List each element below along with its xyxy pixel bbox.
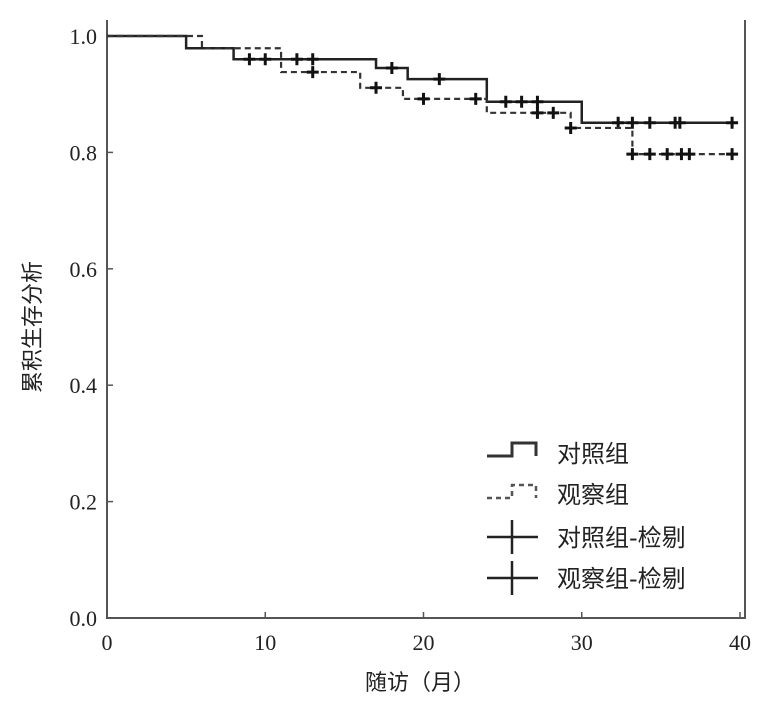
y-tick-label: 1.0 [70,24,98,49]
control-censor-mark [643,116,656,129]
legend-solid-line-icon [487,441,538,458]
observation-censor-mark [547,106,560,119]
control-censor-mark [612,116,625,129]
legend-dashed-line-icon [487,483,538,500]
observation-survival-curve [107,34,733,156]
observation-censor-mark [643,148,656,161]
control-censor-mark [433,73,446,86]
observation-censor-mark [469,92,482,105]
observation-censor-mark [370,81,383,94]
axis-frame [106,20,746,619]
observation-censor-mark [726,148,739,161]
legend-censor-cross-icon [487,520,538,554]
y-axis-label: 累积生存分析 [21,261,46,393]
observation-censor-mark [626,148,639,161]
control-censor-mark [243,53,256,66]
legend: 对照组 观察组 对照组-检剔 观察组-检剔 [487,440,686,595]
legend-censor-cross-icon [487,561,538,595]
control-censor-mark [385,62,398,75]
legend-label-observation: 观察组 [557,481,629,509]
axes: 0 10 20 30 40 0.0 0.2 0.4 0.6 0.8 1.0 [70,20,751,655]
control-censor-mark [531,95,544,108]
legend-label-control: 对照组 [557,440,629,468]
y-tick-label: 0.2 [70,490,98,515]
observation-censor-mark [417,92,430,105]
observation-censor-mark [531,106,544,119]
control-censor-mark [306,53,319,66]
control-censor-mark [259,53,272,66]
observation-censor-mark [564,121,577,134]
control-censor-mark [290,53,303,66]
control-survival-curve [107,34,733,124]
control-censor-mark [499,95,512,108]
control-censor-mark [726,116,739,129]
x-tick-label: 40 [729,630,751,655]
legend-label-observation-censored: 观察组-检剔 [557,565,686,593]
y-tick-label: 0.0 [70,606,98,631]
x-tick-label: 20 [413,630,435,655]
curves [107,34,739,161]
x-tick-label: 0 [102,630,113,655]
x-axis-label: 随访（月） [365,671,475,696]
control-censor-mark [515,95,528,108]
observation-censor-mark [306,66,319,79]
control-censor-mark [673,116,686,129]
x-tick-label: 30 [571,630,593,655]
y-tick-label: 0.6 [70,257,98,282]
legend-label-control-censored: 对照组-检剔 [557,524,686,552]
observation-censor-mark [683,148,696,161]
observation-censor-mark [661,148,674,161]
control-censor-mark [626,116,639,129]
x-tick-label: 10 [254,630,276,655]
y-tick-label: 0.4 [70,373,98,398]
y-tick-label: 0.8 [70,140,98,165]
